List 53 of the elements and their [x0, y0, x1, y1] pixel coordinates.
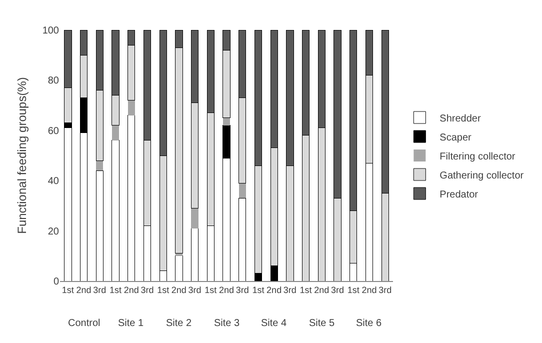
bar	[191, 208, 198, 228]
legend-label: Shredder	[440, 113, 482, 124]
bar	[112, 140, 120, 281]
text: Site 1	[118, 318, 144, 329]
x-tick-label: 1st	[204, 284, 218, 295]
legend-label: Predator	[440, 189, 479, 200]
x-tick-label: 2nd	[218, 284, 234, 295]
legend-label: Filtering collector	[440, 151, 516, 162]
bar	[238, 198, 246, 281]
x-tick-label: 3rd	[378, 284, 392, 295]
x-tick-label: 3rd	[330, 284, 344, 295]
bar	[128, 100, 135, 116]
bar	[128, 115, 136, 281]
bar	[175, 253, 182, 256]
text: Site 4	[261, 318, 288, 329]
y-tick-label: 80	[48, 76, 60, 87]
x-tick-label: 1st	[62, 284, 74, 295]
y-axis-title: Functional feeding groups(%)	[15, 77, 29, 234]
bar	[96, 160, 104, 171]
x-tick-label: 1st	[252, 284, 265, 295]
x-tick-label: 2nd	[124, 284, 139, 295]
x-tick-label: 3rd	[236, 284, 249, 295]
x-tick-label: 3rd	[93, 284, 106, 295]
x-tick-label: 3rd	[140, 284, 154, 295]
bar	[190, 228, 199, 281]
x-tick-label: 1st	[300, 284, 312, 295]
text: Site 6	[356, 318, 382, 329]
x-tick-label: 2nd	[171, 284, 186, 295]
y-tick-label: 0	[53, 276, 60, 288]
x-tick-label: 2nd	[314, 284, 330, 295]
x-tick-label: 3rd	[188, 284, 202, 295]
x-tick-label: 1st	[109, 284, 122, 295]
y-tick-label: 100	[42, 26, 60, 36]
x-tick-label: 1st	[157, 284, 170, 295]
bar	[175, 256, 183, 281]
y-tick-label: 40	[48, 176, 60, 188]
bar	[238, 183, 246, 198]
x-tick-label: 2nd	[362, 284, 377, 295]
text: Site 2	[166, 318, 192, 329]
bar	[96, 170, 104, 281]
text: Site 3	[214, 318, 240, 329]
x-tick-label: 3rd	[283, 284, 296, 295]
y-tick-label: 60	[48, 126, 60, 137]
x-tick-label: 2nd	[76, 284, 92, 295]
text: Site 5	[309, 318, 336, 329]
legend-label: Gathering collector	[440, 170, 524, 182]
text: Control	[68, 318, 100, 329]
bar	[222, 118, 230, 126]
legend-label: Scaper	[440, 132, 472, 144]
y-tick-label: 20	[48, 226, 60, 238]
x-tick-label: 2nd	[266, 284, 282, 295]
x-tick-label: 1st	[347, 284, 360, 295]
bar	[112, 125, 120, 140]
